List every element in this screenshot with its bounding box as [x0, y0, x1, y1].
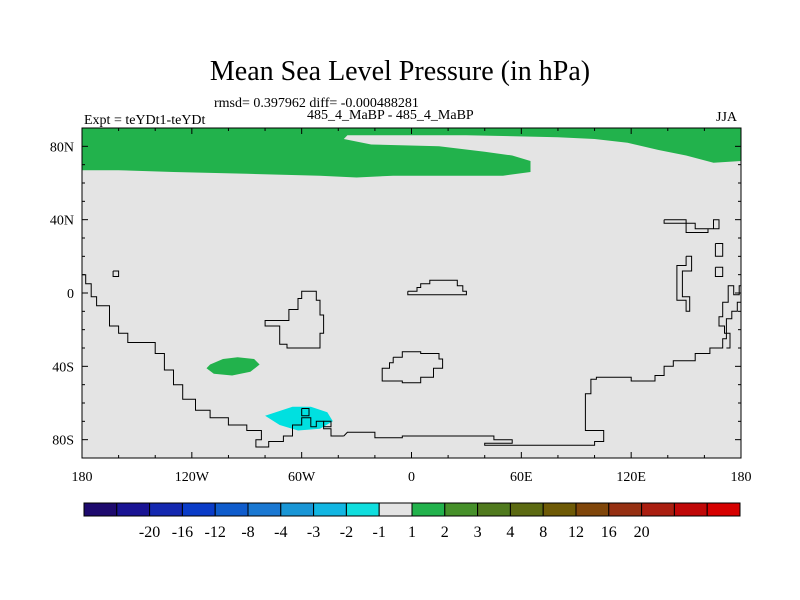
colorbar-swatch-13 — [509, 502, 544, 517]
colorbar: -20 -16 -12 -8 -4 -3 -2 -1 1 2 3 4 8 12 16 20 — [83, 502, 741, 541]
season-label: JJA — [716, 110, 738, 125]
colorbar-label-10: 3 — [474, 524, 482, 541]
colorbar-label-7: -1 — [373, 524, 386, 541]
shaded-region-1 — [206, 357, 260, 376]
colorbar-swatch-1 — [116, 502, 151, 517]
coastline-asia-rim — [718, 285, 741, 349]
coastline-pacific-islet — [112, 270, 120, 277]
stats-line: rmsd= 0.397962 diff= -0.000488281 — [214, 96, 419, 111]
colorbar-label-15: 20 — [634, 524, 650, 541]
colorbar-swatch-11 — [444, 502, 479, 517]
x-tick-label-0: 180 — [72, 470, 93, 485]
y-tick-label-4: 80S — [52, 434, 74, 449]
shaded-region-0 — [82, 128, 741, 178]
colorbar-label-13: 12 — [568, 524, 584, 541]
colorbar-label-9: 2 — [441, 524, 449, 541]
y-tick-label-1: 40N — [50, 214, 74, 229]
coastline-asia-islands-b — [663, 219, 720, 233]
coastline-antarctica — [343, 301, 741, 446]
x-tick-label-6: 180 — [731, 470, 752, 485]
x-tick-label-5: 120E — [616, 470, 646, 485]
colorbar-swatch-8 — [345, 502, 380, 517]
colorbar-swatch-16 — [608, 502, 643, 517]
coastline-antarctic-islet-b — [323, 420, 332, 428]
y-axis: 80N 40N 0 40S 80S — [50, 140, 741, 449]
colorbar-label-6: -2 — [340, 524, 353, 541]
colorbar-label-8: 1 — [408, 524, 416, 541]
colorbar-swatch-18 — [673, 502, 708, 517]
subtitle: 485_4_MaBP - 485_4_MaBP — [307, 108, 474, 123]
coastline-south-america — [82, 274, 344, 448]
x-tick-label-1: 120W — [175, 470, 210, 485]
colorbar-swatch-3 — [181, 502, 216, 517]
coastlines — [82, 219, 741, 448]
x-tick-label-3: 0 — [408, 470, 415, 485]
colorbar-swatch-17 — [641, 502, 675, 517]
coastline-asia-islands-a — [676, 255, 693, 312]
colorbar-label-5: -3 — [307, 524, 320, 541]
colorbar-swatch-7 — [313, 502, 347, 517]
chart-title: Mean Sea Level Pressure (in hPa) — [209, 56, 591, 87]
y-tick-label-2: 0 — [67, 287, 74, 302]
y-tick-label-3: 40S — [52, 360, 74, 375]
colorbar-label-0: -20 — [139, 524, 160, 541]
colorbar-label-11: 4 — [506, 524, 514, 541]
y-tick-label-0: 80N — [50, 140, 74, 155]
colorbar-label-2: -12 — [205, 524, 226, 541]
colorbar-swatch-19 — [706, 502, 741, 517]
colorbar-label-4: -4 — [274, 524, 287, 541]
colorbar-swatch-2 — [149, 502, 183, 517]
plot-background — [82, 128, 741, 458]
x-tick-label-2: 60W — [288, 470, 316, 485]
coastline-asia-islands-d — [714, 266, 724, 277]
colorbar-swatch-10 — [411, 502, 446, 517]
coastline-asia-islands-c — [714, 243, 724, 257]
experiment-label: Expt = teYDt1-teYDt — [84, 113, 206, 128]
colorbar-swatch-15 — [575, 502, 610, 517]
colorbar-label-1: -16 — [172, 524, 193, 541]
coastline-africa — [264, 290, 325, 349]
colorbar-label-3: -8 — [241, 524, 254, 541]
coastline-australia — [381, 351, 444, 384]
colorbar-swatch-12 — [477, 502, 511, 517]
coastline-small-island — [407, 279, 467, 296]
x-axis: 180 120W 60W 0 60E 120E 180 — [72, 128, 752, 485]
colorbar-swatch-0 — [83, 502, 118, 517]
x-tick-label-4: 60E — [510, 470, 533, 485]
colorbar-swatch-9 — [378, 502, 413, 517]
colorbar-swatch-5 — [247, 502, 282, 517]
colorbar-swatch-14 — [542, 502, 577, 517]
colorbar-label-12: 8 — [539, 524, 547, 541]
colorbar-label-14: 16 — [601, 524, 617, 541]
colorbar-swatch-4 — [214, 502, 249, 517]
coastline-antarctic-islet-a — [301, 408, 310, 417]
colorbar-swatch-6 — [280, 502, 315, 517]
